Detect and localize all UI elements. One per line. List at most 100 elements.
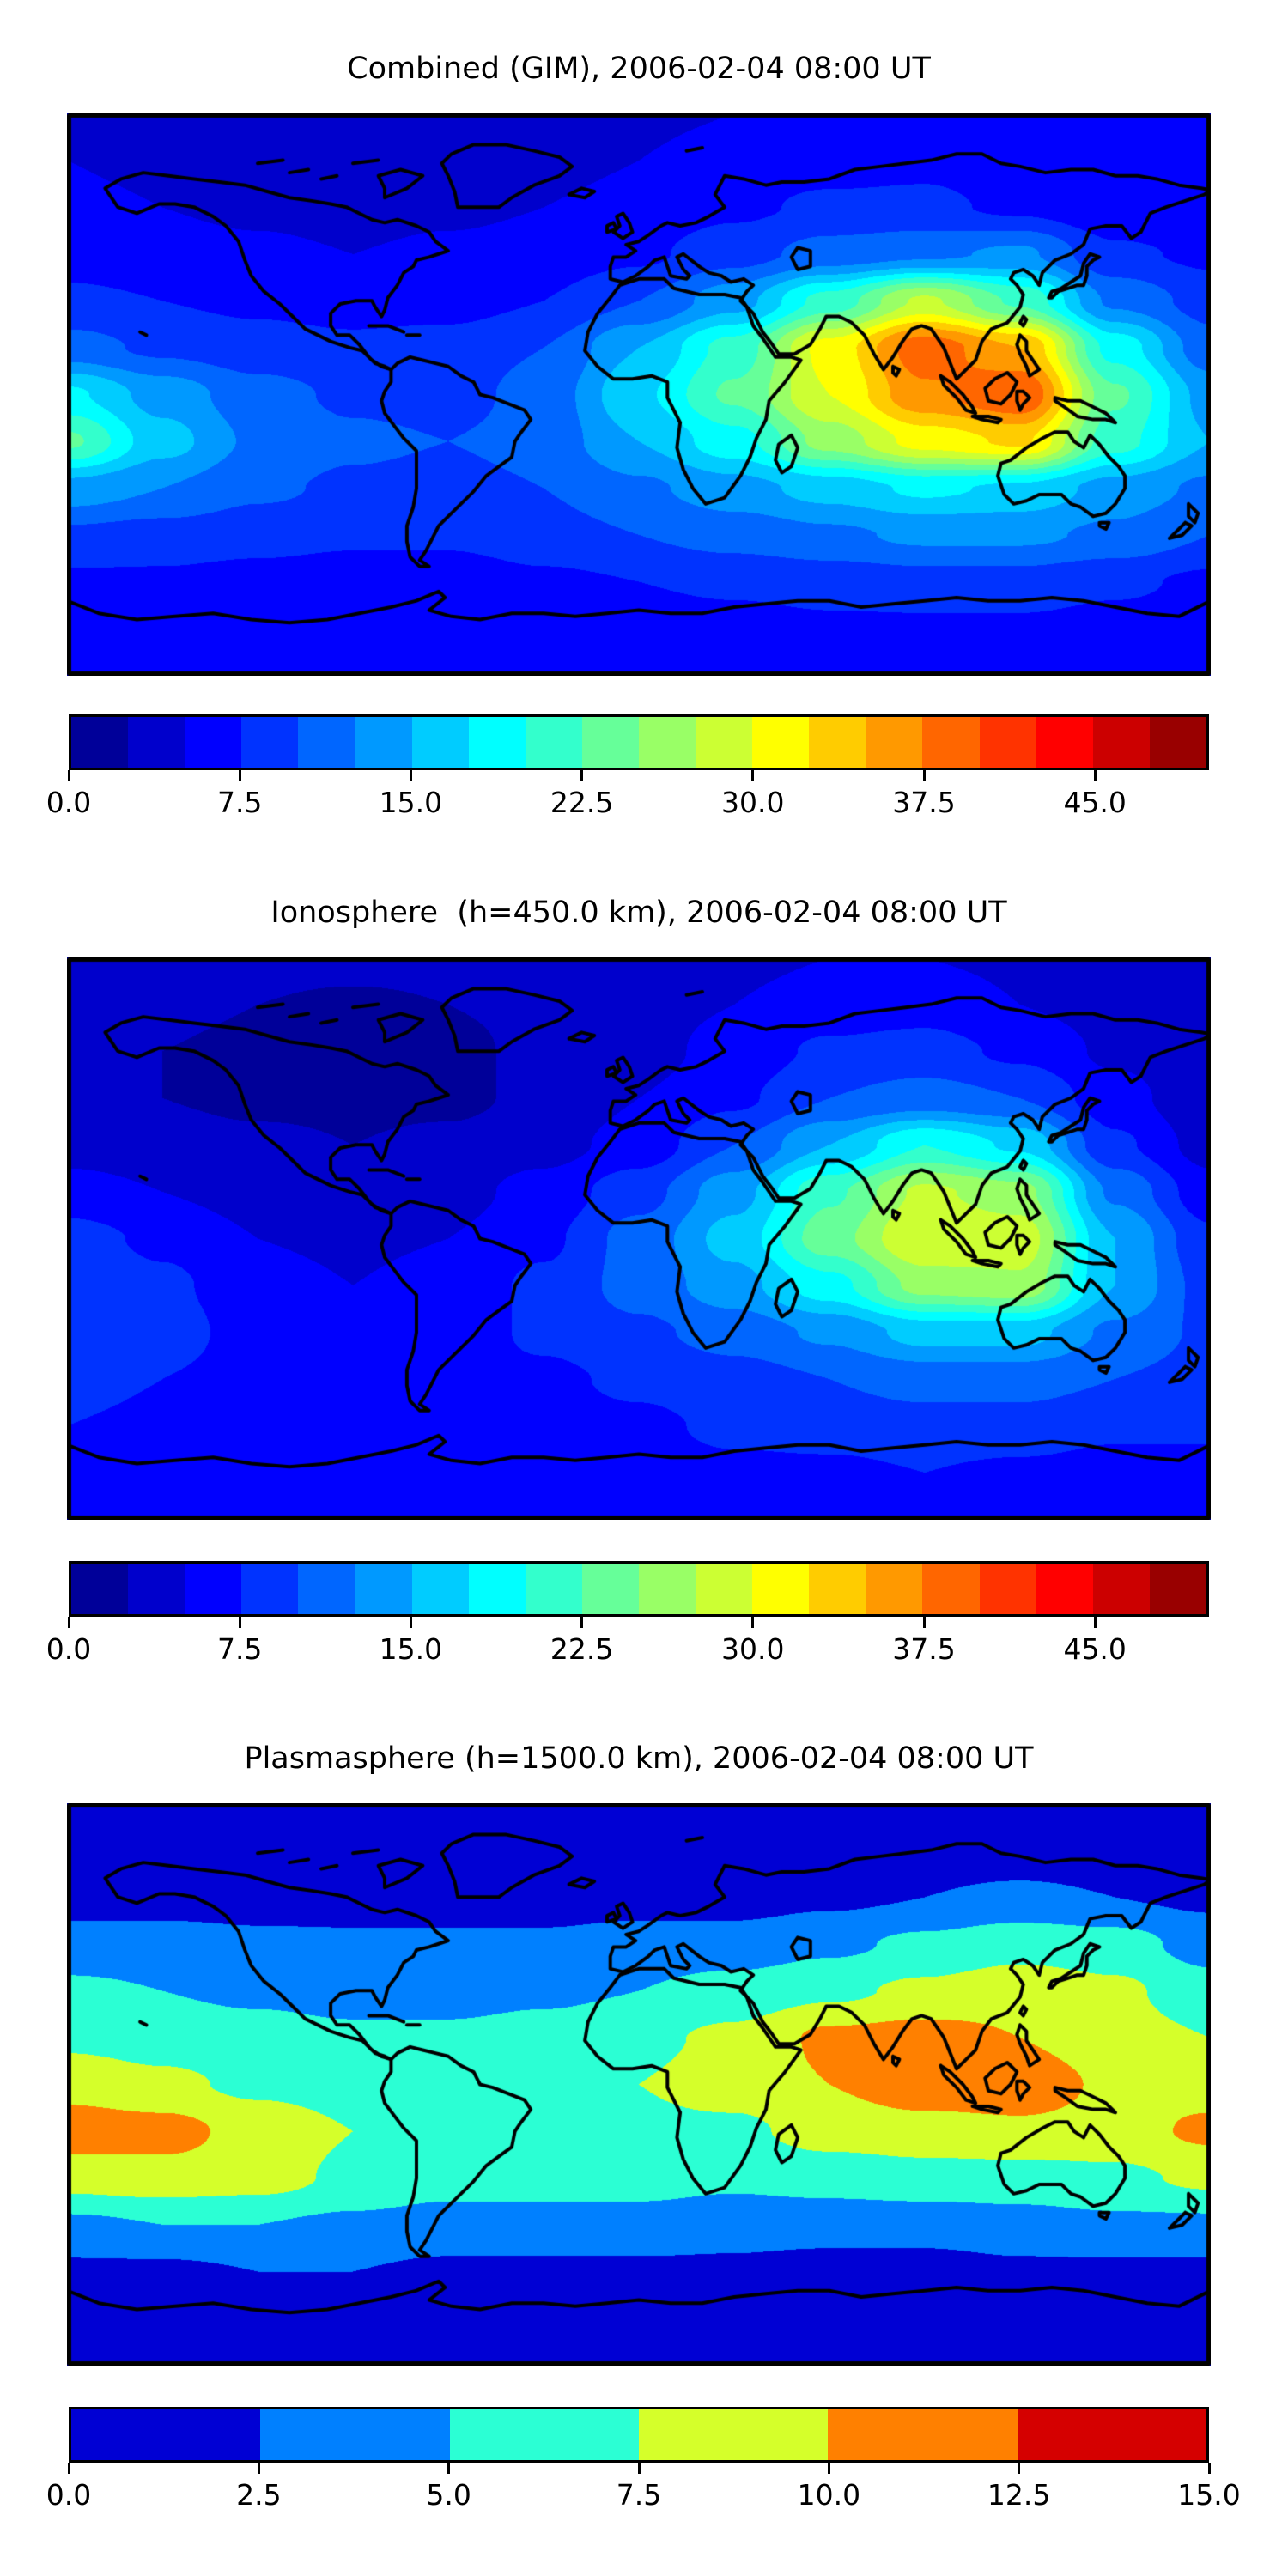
colorbar-segment [128,717,185,768]
colorbar-segment [696,717,753,768]
colorbar-segment [241,1564,299,1614]
colorbar-tick-label: 7.5 [616,2478,662,2512]
colorbar-tick-mark [67,1617,70,1628]
colorbar-segment [752,1564,810,1614]
colorbar-tick-label: 15.0 [379,786,443,819]
colorbar-segment [979,1564,1036,1614]
colorbar-tick-label: 5.0 [426,2478,471,2512]
colorbar-segment [468,717,526,768]
colorbar-segment [1092,1564,1150,1614]
colorbar-tick-mark [922,1617,926,1628]
colorbar-tick-mark [67,770,70,781]
colorbar-segment [866,1564,923,1614]
colorbar-tick-mark [1093,770,1097,781]
panel-title-combined: Combined (GIM), 2006-02-04 08:00 UT [347,52,931,86]
colorbar-segment [298,1564,355,1614]
colorbar-ticks-combined: 0.0 7.5 15.0 22.5 30.0 37.5 45.0 [46,770,1209,865]
colorbar-segment [638,2409,829,2460]
colorbar-tick-mark [447,2463,451,2474]
world-contour-map-plasmasphere [67,1803,1211,2366]
colorbar-segment [411,1564,469,1614]
colorbar-segment [922,1564,980,1614]
colorbar-segment [1036,1564,1093,1614]
colorbar-combined [69,714,1209,770]
colorbar-tick-label: 22.5 [550,786,614,819]
colorbar-tick-label: 37.5 [892,786,956,819]
colorbar-tick-label: 10.0 [797,2478,861,2512]
colorbar-segment [241,717,299,768]
colorbar-tick-mark [238,770,241,781]
colorbar-segment [1092,717,1150,768]
colorbar-tick-label: 7.5 [216,1632,263,1666]
colorbar-segment [71,1564,129,1614]
colorbar-segment [525,1564,582,1614]
colorbar-tick-label: 37.5 [892,1632,956,1666]
colorbar-segment [449,2409,639,2460]
colorbar-segment [1149,717,1206,768]
colorbar-tick-label: 45.0 [1063,1632,1127,1666]
colorbar-segment [525,717,582,768]
colorbar-tick-label: 12.5 [987,2478,1051,2512]
colorbar-segment [1036,717,1093,768]
colorbar-tick-label: 30.0 [721,1632,785,1666]
colorbar-ticks-plasmasphere: 0.0 2.5 5.0 7.5 10.0 12.5 15.0 [46,2463,1241,2557]
colorbar-tick-mark [257,2463,260,2474]
colorbar-tick-label: 7.5 [216,786,263,819]
colorbar-tick-mark [751,770,755,781]
colorbar-segment [866,717,923,768]
colorbar-ticks-ionosphere: 0.0 7.5 15.0 22.5 30.0 37.5 45.0 [46,1617,1209,1711]
world-contour-map-combined [67,113,1211,676]
colorbar-tick-mark [827,2463,830,2474]
colorbar-ionosphere [69,1561,1209,1617]
colorbar-tick-mark [1207,2463,1211,2474]
colorbar-tick-label: 0.0 [46,2478,92,2512]
colorbar-segment [979,717,1036,768]
colorbar-segment [828,2409,1018,2460]
panel-title-ionosphere: Ionosphere (h=450.0 km), 2006-02-04 08:0… [270,896,1007,930]
colorbar-segment [260,2409,450,2460]
colorbar-segment [128,1564,185,1614]
colorbar-segment [696,1564,753,1614]
colorbar-segment [581,1564,639,1614]
colorbar-segment [581,717,639,768]
colorbar-tick-label: 45.0 [1063,786,1127,819]
colorbar-plasmasphere [69,2407,1209,2463]
colorbar-segment [355,1564,412,1614]
colorbar-tick-label: 0.0 [46,786,92,819]
colorbar-tick-label: 0.0 [46,1632,92,1666]
colorbar-segment [809,1564,866,1614]
colorbar-tick-label: 15.0 [1177,2478,1241,2512]
colorbar-tick-mark [922,770,926,781]
colorbar-segment [298,717,355,768]
colorbar-segment [638,1564,696,1614]
world-contour-map-ionosphere [67,957,1211,1520]
colorbar-segment [809,717,866,768]
colorbar-segment [71,717,129,768]
colorbar-tick-mark [409,770,412,781]
colorbar-segment [185,717,242,768]
colorbar-tick-mark [751,1617,755,1628]
panel-title-plasmasphere: Plasmasphere (h=1500.0 km), 2006-02-04 0… [244,1741,1034,1776]
colorbar-segment [752,717,810,768]
colorbar-segment [1017,2409,1206,2460]
colorbar-tick-label: 15.0 [379,1632,443,1666]
colorbar-tick-mark [409,1617,412,1628]
colorbar-tick-mark [580,1617,584,1628]
colorbar-segment [468,1564,526,1614]
colorbar-segment [1149,1564,1206,1614]
colorbar-segment [185,1564,242,1614]
colorbar-tick-label: 22.5 [550,1632,614,1666]
colorbar-tick-mark [580,770,584,781]
colorbar-tick-mark [637,2463,641,2474]
colorbar-segment [411,717,469,768]
colorbar-segment [638,717,696,768]
colorbar-segment [922,717,980,768]
colorbar-tick-mark [67,2463,70,2474]
colorbar-tick-mark [1093,1617,1097,1628]
colorbar-tick-label: 30.0 [721,786,785,819]
colorbar-segment [71,2409,261,2460]
colorbar-tick-label: 2.5 [236,2478,282,2512]
